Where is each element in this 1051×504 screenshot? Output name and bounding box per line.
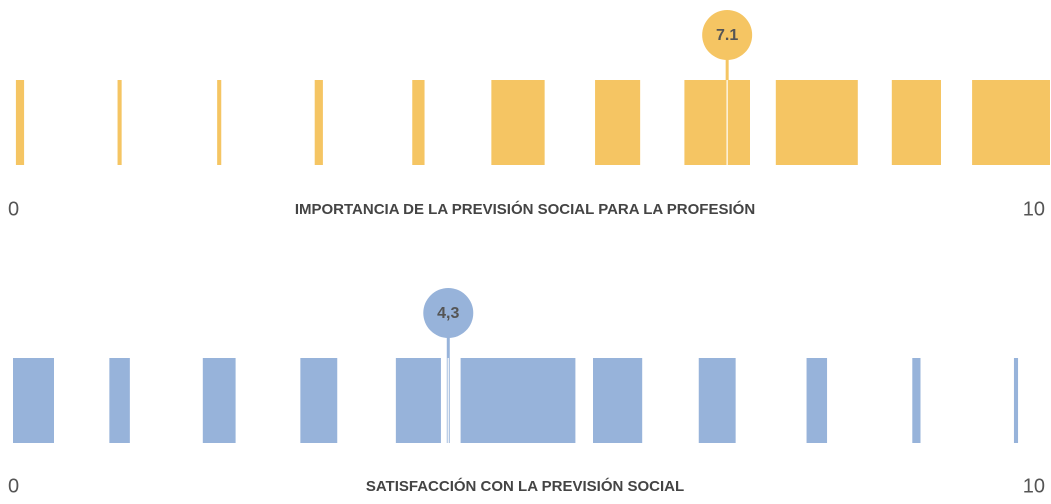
axis-title: SATISFACCIÓN CON LA PREVISIÓN SOCIAL <box>366 477 684 495</box>
bar <box>395 358 441 443</box>
x-tick-label: 0 <box>8 198 19 220</box>
bar <box>117 80 122 165</box>
bar <box>698 358 736 443</box>
marker <box>423 288 474 338</box>
bar <box>684 80 750 165</box>
bar <box>972 80 1050 165</box>
bar <box>15 80 25 165</box>
bar <box>460 358 576 443</box>
bar <box>13 358 54 443</box>
bar <box>412 80 425 165</box>
bar <box>202 358 236 443</box>
x-tick-label: 10 <box>1023 198 1045 220</box>
x-tick-label: 0 <box>8 475 19 497</box>
bar <box>109 358 130 443</box>
bar <box>314 80 323 165</box>
marker-label: 4,3 <box>437 305 459 322</box>
bar <box>595 80 641 165</box>
bar <box>775 80 858 165</box>
bar <box>593 358 643 443</box>
bar <box>1013 358 1019 443</box>
bar <box>891 80 941 165</box>
bar <box>217 80 222 165</box>
x-tick-label: 10 <box>1023 475 1045 497</box>
bar <box>491 80 545 165</box>
bar <box>912 358 921 443</box>
marker-label: 7.1 <box>716 27 738 44</box>
marker <box>702 10 753 60</box>
axis-title: IMPORTANCIA DE LA PREVISIÓN SOCIAL PARA … <box>295 200 755 218</box>
bar <box>300 358 338 443</box>
bar <box>806 358 828 443</box>
